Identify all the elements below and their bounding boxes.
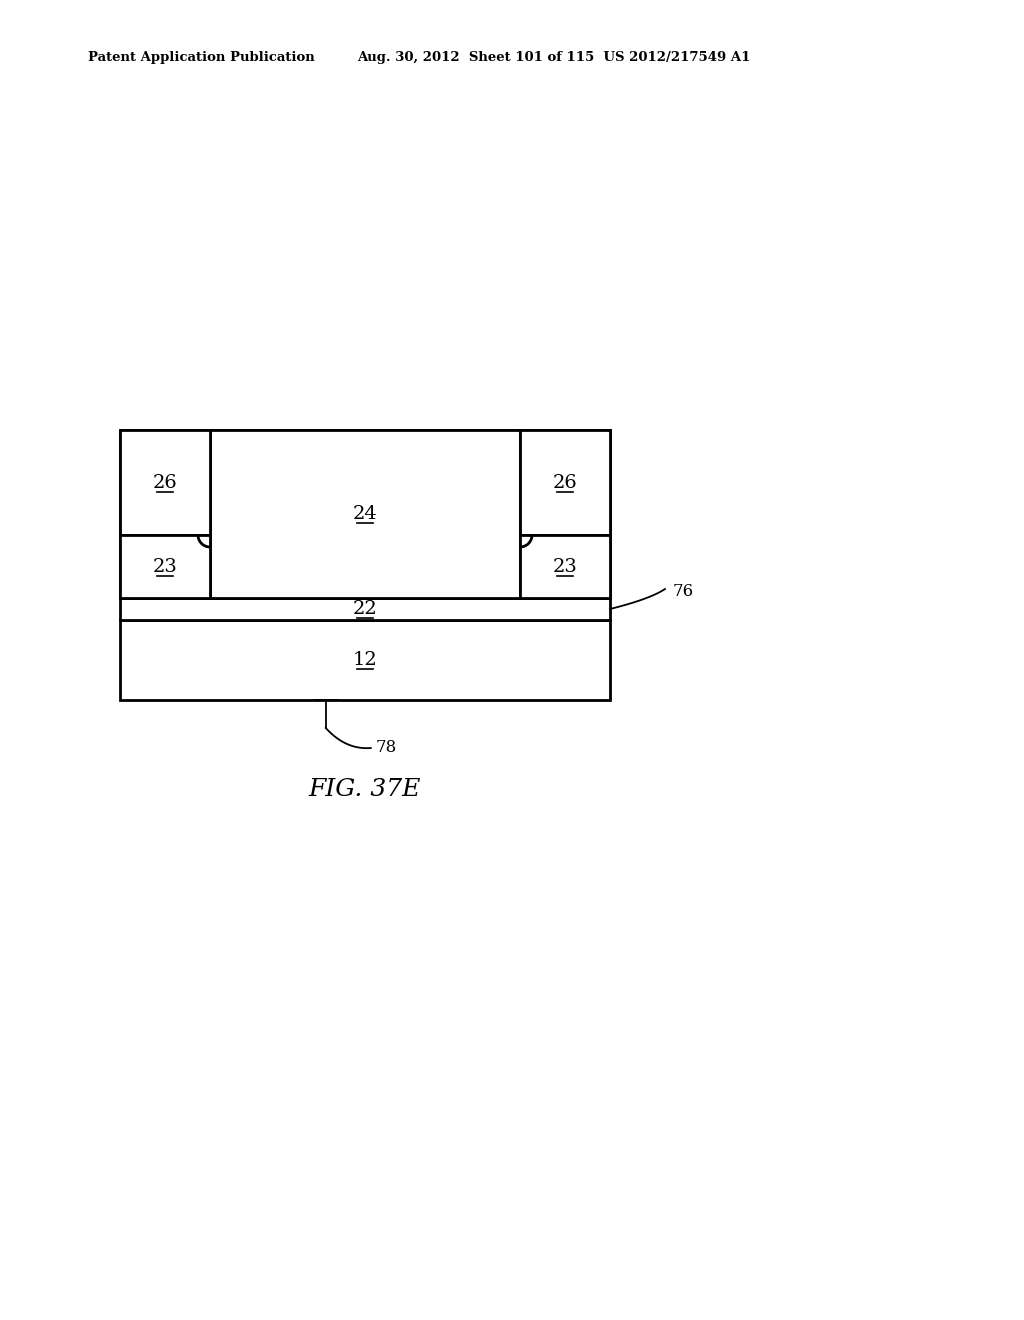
Text: 76: 76 [673, 582, 694, 599]
Text: 78: 78 [376, 739, 397, 756]
Bar [120, 535, 210, 598]
Text: 23: 23 [553, 557, 578, 576]
Text: 24: 24 [352, 506, 378, 523]
Bar [120, 598, 610, 620]
Bar [520, 535, 610, 598]
Text: 23: 23 [153, 557, 177, 576]
Text: Patent Application Publication: Patent Application Publication [88, 51, 314, 65]
Text: Aug. 30, 2012  Sheet 101 of 115  US 2012/217549 A1: Aug. 30, 2012 Sheet 101 of 115 US 2012/2… [357, 51, 751, 65]
Bar [120, 430, 610, 598]
Text: 22: 22 [352, 601, 378, 618]
Text: FIG. 37E: FIG. 37E [309, 779, 421, 801]
Bar [120, 430, 210, 535]
Bar [210, 430, 520, 598]
Bar [520, 430, 610, 535]
Text: 12: 12 [352, 651, 378, 669]
Text: 26: 26 [553, 474, 578, 491]
Text: 26: 26 [153, 474, 177, 491]
Bar [120, 620, 610, 700]
